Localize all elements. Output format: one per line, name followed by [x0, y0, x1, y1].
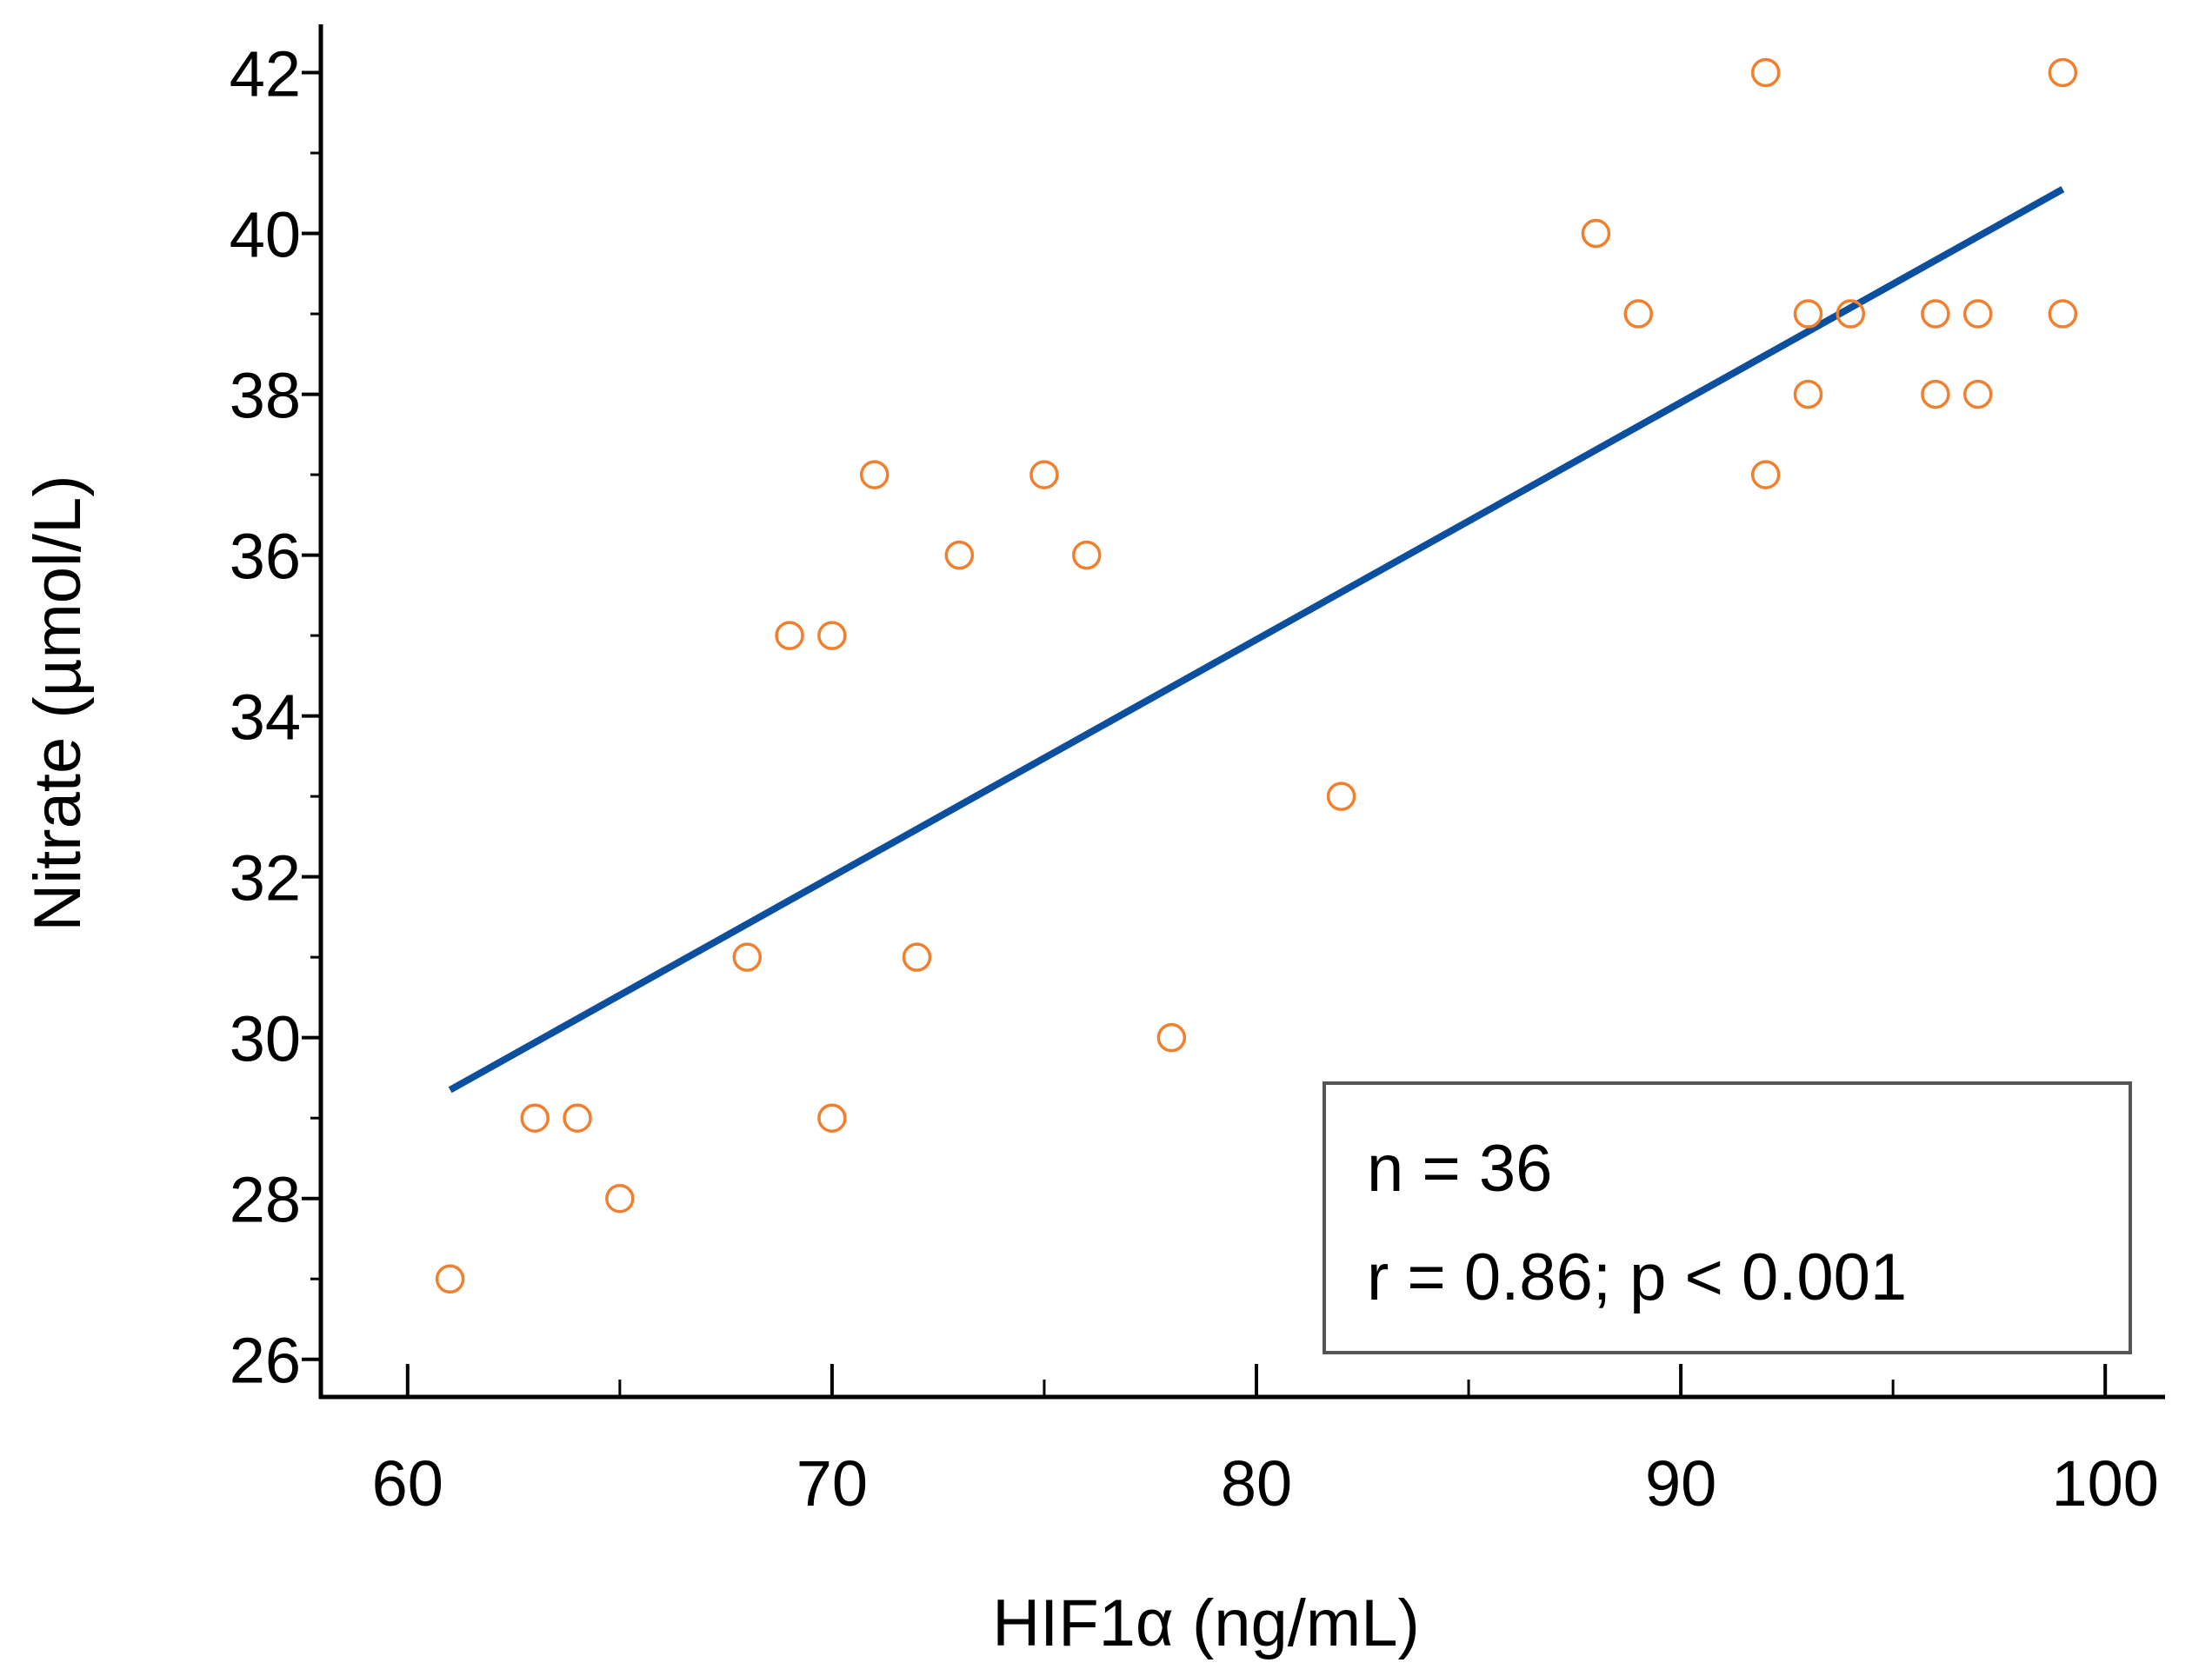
data-point: [817, 621, 847, 650]
data-point: [1836, 299, 1866, 329]
data-point: [902, 942, 932, 972]
data-point: [859, 460, 889, 489]
x-tick-label: 90: [1645, 1447, 1716, 1520]
y-tick-label: 26: [230, 1325, 301, 1397]
data-point: [2048, 57, 2078, 88]
annotation-n: n = 36: [1367, 1132, 1552, 1206]
x-axis-title: HIF1α (ng/mL): [992, 1586, 1420, 1660]
data-point: [2048, 299, 2078, 329]
y-tick-label: 38: [230, 360, 301, 432]
y-tick-label: 42: [230, 38, 301, 110]
x-tick-label: 60: [372, 1447, 443, 1520]
stats-annotation-box: n = 36 r = 0.86; p < 0.001: [1323, 1081, 2132, 1354]
data-point: [1963, 379, 1993, 409]
y-tick-label: 34: [230, 682, 301, 754]
data-point: [1156, 1022, 1187, 1053]
data-point: [1963, 299, 1993, 329]
data-point: [1793, 299, 1823, 329]
data-point: [775, 621, 804, 650]
annotation-r-p: r = 0.86; p < 0.001: [1367, 1240, 1907, 1314]
x-tick-label: 70: [796, 1447, 868, 1520]
data-point: [1623, 299, 1654, 329]
data-point: [520, 1103, 550, 1133]
data-point: [817, 1103, 847, 1133]
data-point: [732, 942, 763, 972]
data-point: [605, 1183, 635, 1214]
data-point: [1750, 460, 1781, 489]
regression-line: [448, 186, 2065, 1094]
y-axis-title: Nitrate (µmol/L): [21, 475, 95, 931]
y-tick-label: 36: [230, 521, 301, 593]
y-tick-label: 40: [230, 199, 301, 271]
y-tick-label: 28: [230, 1164, 301, 1236]
data-point: [563, 1103, 592, 1133]
data-point: [1921, 299, 1950, 329]
y-tick-label: 32: [230, 842, 301, 914]
data-points: [435, 57, 2078, 1294]
data-point: [1793, 379, 1823, 409]
data-point: [1581, 218, 1611, 249]
y-tick-label: 30: [230, 1003, 301, 1075]
annotation-frame: [1323, 1081, 2132, 1354]
x-tick-label: 80: [1221, 1447, 1292, 1520]
x-tick-label: 100: [2051, 1447, 2158, 1520]
x-axis-ticks: 60 70 80 90 100: [372, 1364, 2159, 1520]
data-point: [1921, 379, 1950, 409]
data-point: [1072, 540, 1102, 570]
data-point: [435, 1264, 465, 1294]
data-point: [1750, 57, 1781, 88]
data-point: [1326, 781, 1356, 811]
x-minor-ticks: [618, 1380, 1895, 1397]
y-axis-ticks: 26 28 30 32 34 36 38 40 42: [230, 38, 321, 1397]
data-point: [1029, 460, 1059, 489]
data-point: [944, 540, 975, 570]
